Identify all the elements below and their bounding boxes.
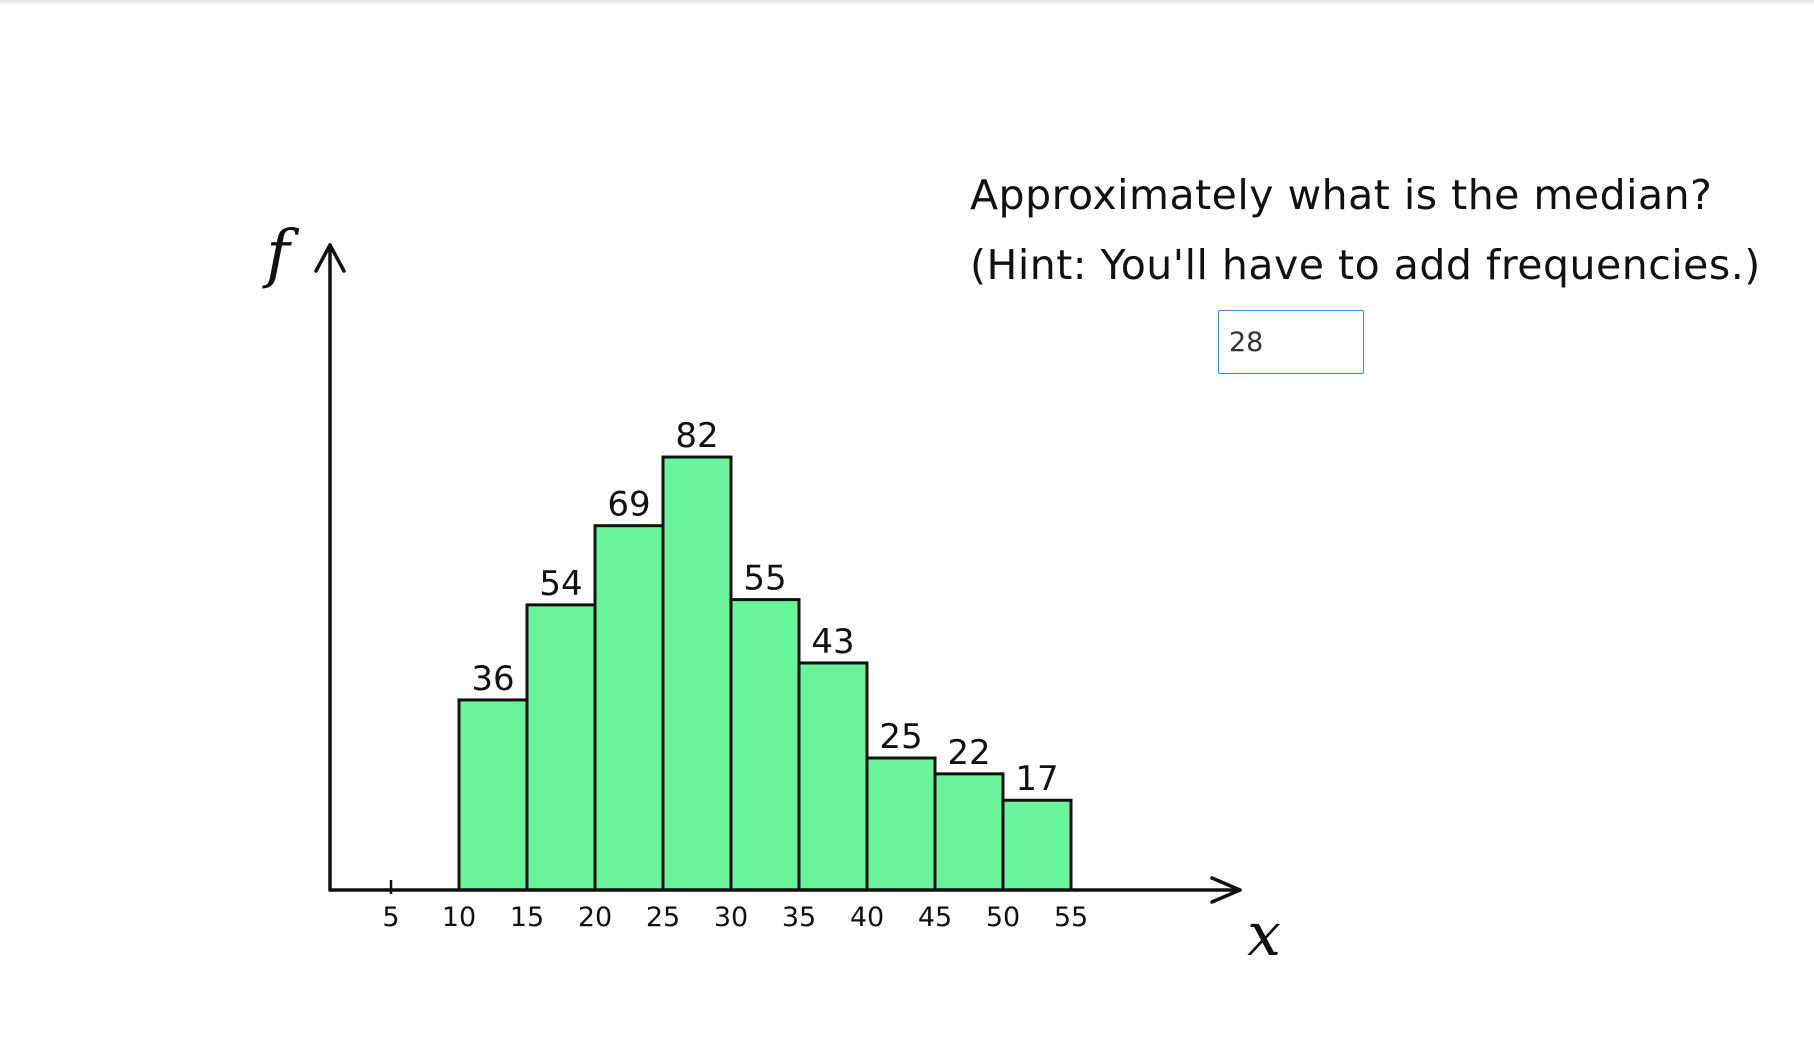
window-top-edge [0,0,1814,6]
histogram-bar-20-25 [593,524,665,892]
bars-layer [457,455,1073,892]
bar-value-label: 25 [879,717,922,757]
histogram-bar-10-15 [457,698,529,892]
y-axis-label: f [262,217,300,291]
x-tick-label: 25 [646,902,680,933]
histogram-bar-30-35 [729,598,801,892]
bar-value-label: 55 [743,559,786,599]
question-prompt: Approximately what is the median? (Hint:… [970,160,1770,300]
x-tick-label: 5 [382,902,399,933]
y-axis-arrow-icon [314,243,346,273]
bar-value-label: 22 [947,733,990,773]
labels-layer: 36 54 69 82 55 43 25 22 17 5 10 15 20 25 30 35 40 45 50 55 f… [262,217,1281,970]
bar-value-label: 36 [471,659,514,699]
histogram-bar-40-45 [865,756,937,892]
x-tick-label: 20 [578,902,612,933]
histogram-bar-45-50 [933,772,1005,892]
histogram-bar-15-20 [525,603,597,892]
question-line-1: Approximately what is the median? [970,171,1713,219]
x-tick-label: 45 [918,902,952,933]
question-hint: (Hint: You'll have to add frequencies.) [970,241,1761,289]
histogram-bar-35-40 [797,661,869,892]
histogram-bar-50-55 [1001,798,1073,892]
x-tick-label: 40 [850,902,884,933]
histogram-bar-25-30 [661,455,733,892]
x-tick-label: 15 [510,902,544,933]
answer-input[interactable] [1218,310,1364,374]
x-axis-label: x [1247,900,1281,970]
x-tick-label: 30 [714,902,748,933]
x-tick-label: 10 [442,902,476,933]
bar-value-label: 54 [539,564,582,604]
x-tick-label: 50 [986,902,1020,933]
axes-layer [314,243,1242,904]
bar-value-label: 69 [607,485,650,525]
bar-value-label: 43 [811,622,854,662]
bar-value-label: 82 [675,416,718,456]
bar-value-label: 17 [1015,759,1058,799]
x-axis-arrow-icon [1210,876,1242,904]
x-tick-label: 55 [1054,902,1088,933]
x-tick-label: 35 [782,902,816,933]
